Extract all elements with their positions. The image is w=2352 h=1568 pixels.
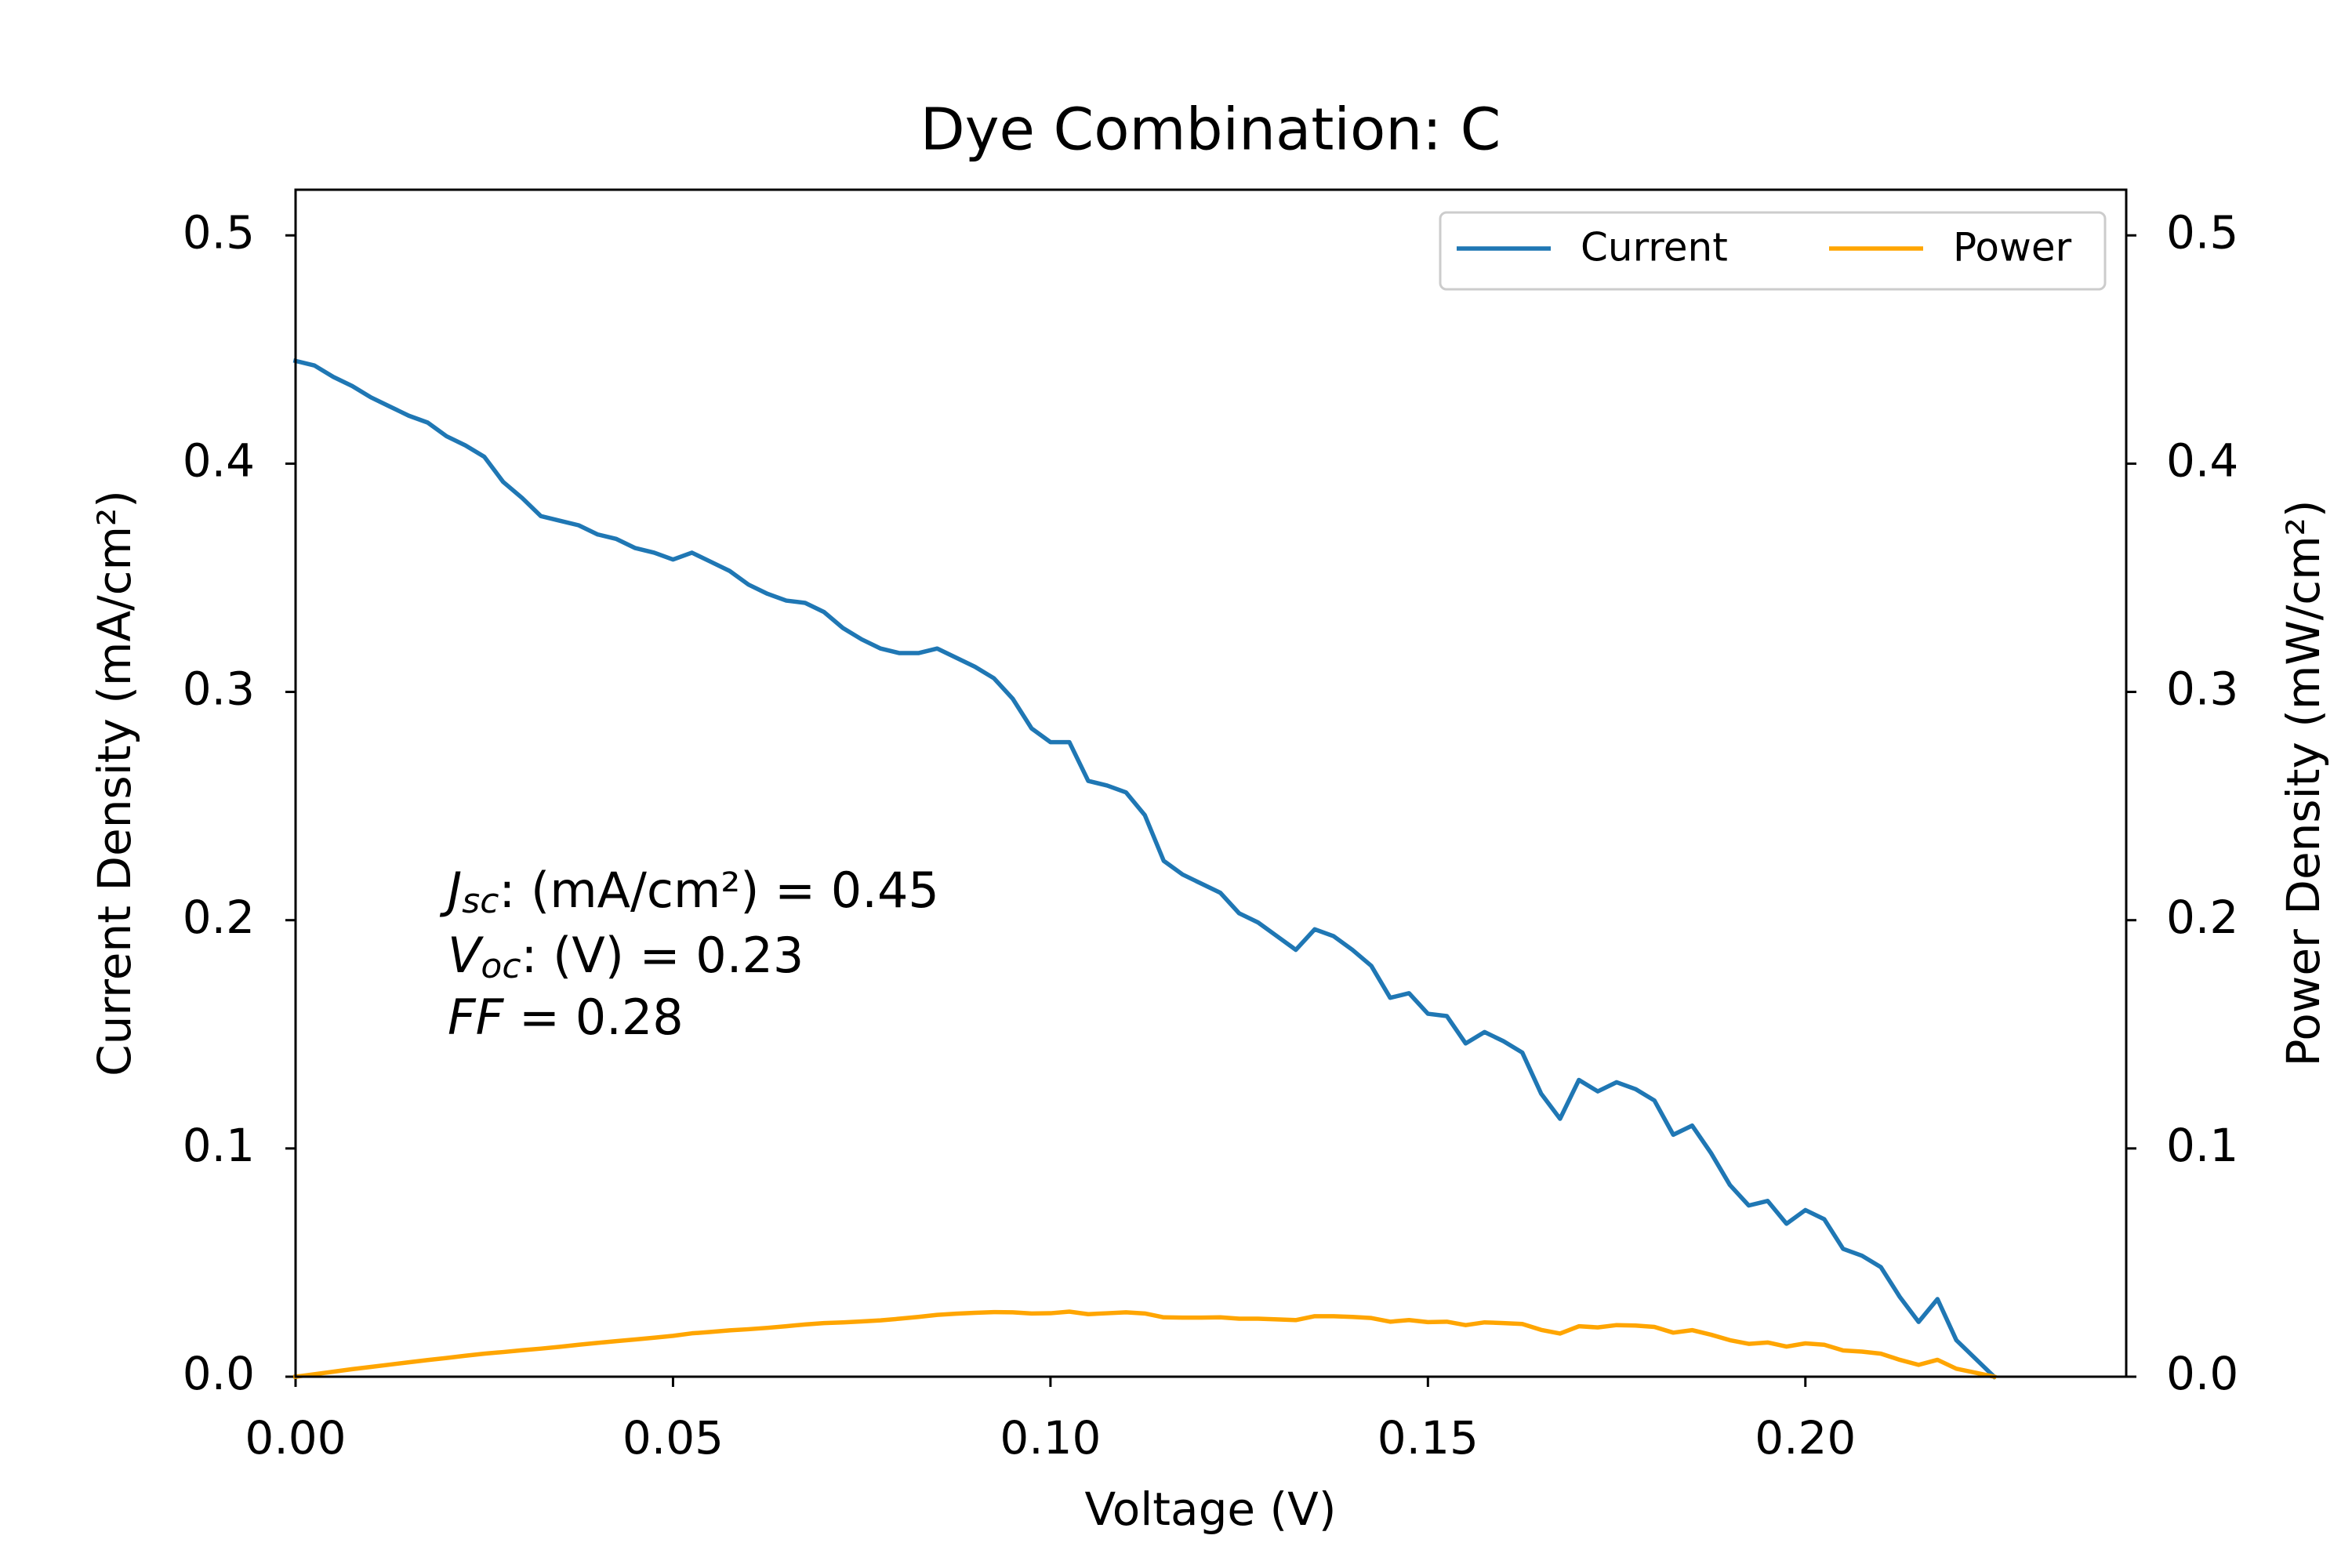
legend-box — [1439, 211, 2107, 291]
annotation-subscript: oc — [481, 946, 521, 986]
annotation-text: : (V) = 0.23 — [521, 927, 804, 984]
y-tick-label: 0.0 — [183, 1347, 255, 1400]
y-tick-label: 0.5 — [183, 205, 255, 259]
x-tick-label: 0.00 — [245, 1411, 346, 1465]
y2-axis-label: Power Density (mW/cm²) — [2277, 499, 2330, 1066]
annotation: Voc: (V) = 0.23 — [448, 927, 804, 986]
x-axis-label: Voltage (V) — [1085, 1483, 1337, 1536]
annotation-symbol: FF — [448, 989, 505, 1046]
legend-label: Current — [1581, 225, 1728, 270]
series-line — [292, 358, 1998, 1380]
y-tick-label: 0.2 — [183, 891, 255, 944]
y-tick-label: 0.4 — [183, 434, 255, 487]
annotation-symbol: V — [448, 927, 485, 984]
y2-tick-label: 0.5 — [2166, 205, 2238, 259]
y2-tick-label: 0.1 — [2166, 1119, 2238, 1172]
chart-title: Dye Combination: C — [920, 96, 1501, 164]
plot-frame — [294, 188, 2128, 1378]
y2-tick-label: 0.2 — [2166, 891, 2238, 944]
annotation: FF = 0.28 — [448, 989, 684, 1046]
y-tick-label: 0.3 — [183, 662, 255, 716]
y-tick-label: 0.1 — [183, 1119, 255, 1172]
legend-label: Power — [1953, 225, 2072, 270]
annotation: Jsc: (mA/cm²) = 0.45 — [439, 862, 939, 921]
x-tick-label: 0.15 — [1377, 1411, 1479, 1465]
annotation-text: : (mA/cm²) = 0.45 — [499, 862, 938, 919]
y2-tick-label: 0.3 — [2166, 662, 2238, 716]
x-tick-label: 0.05 — [622, 1411, 724, 1465]
annotation-text: = 0.28 — [503, 989, 683, 1046]
y2-tick-label: 0.4 — [2166, 434, 2238, 487]
x-tick-label: 0.10 — [1000, 1411, 1101, 1465]
series-line — [292, 1309, 1997, 1380]
y2-tick-label: 0.0 — [2166, 1347, 2238, 1400]
y-axis-label: Current Density (mA/cm²) — [88, 490, 141, 1076]
x-tick-label: 0.20 — [1755, 1411, 1856, 1465]
annotation-subscript: sc — [462, 881, 499, 921]
